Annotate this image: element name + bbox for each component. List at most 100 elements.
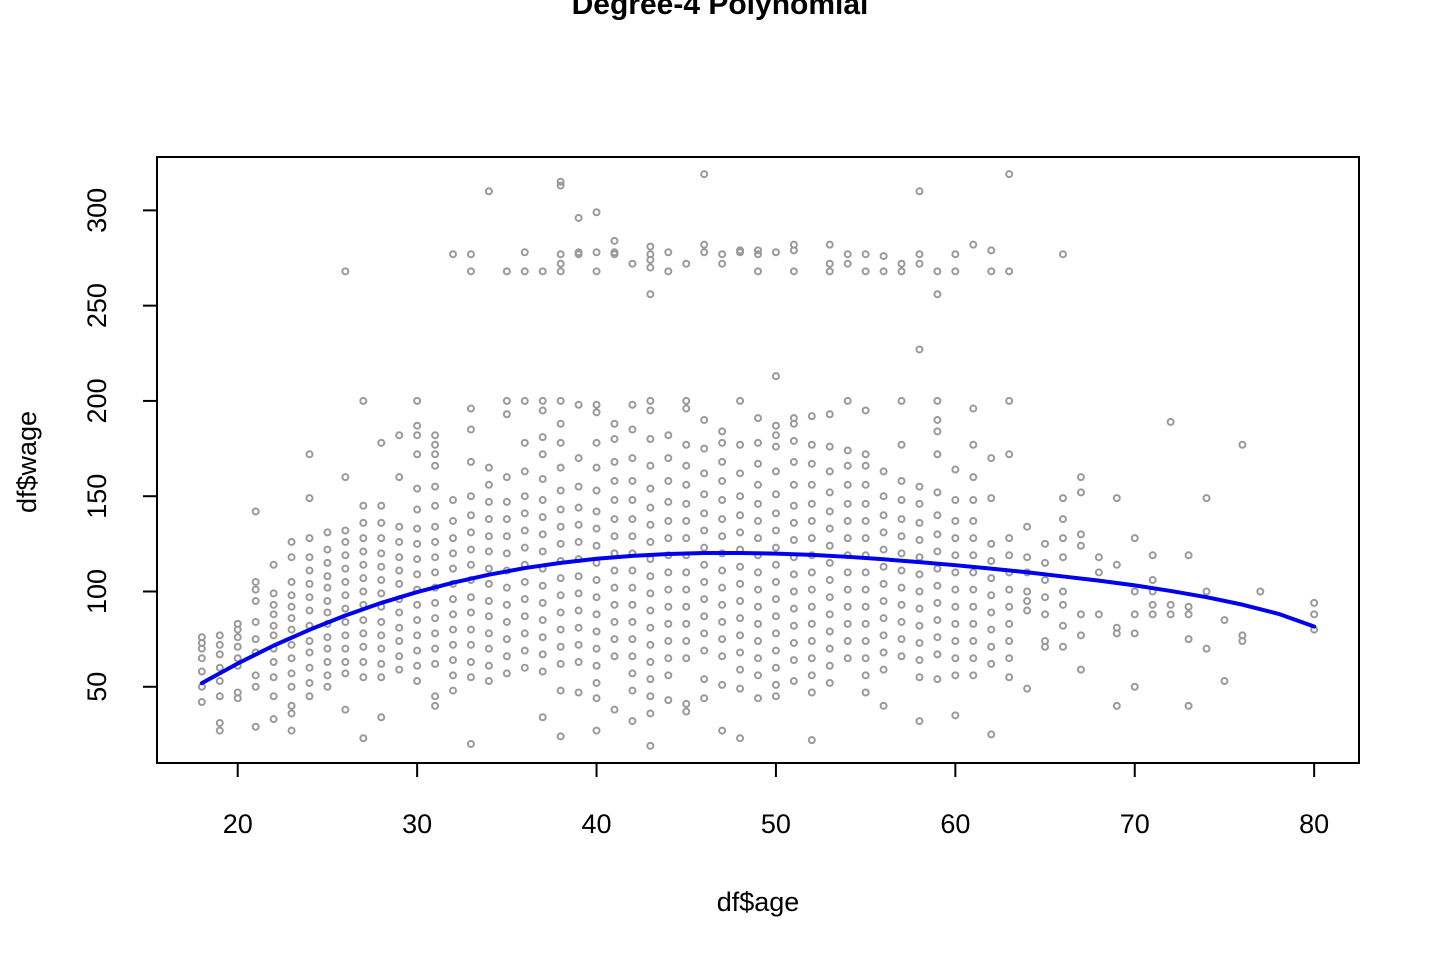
scatter-point <box>1005 637 1014 646</box>
scatter-point <box>682 534 691 543</box>
scatter-point <box>951 654 960 663</box>
scatter-point <box>969 654 978 663</box>
scatter-point <box>807 585 816 594</box>
scatter-point <box>771 421 780 430</box>
scatter-point <box>736 528 745 537</box>
scatter-point <box>323 545 332 554</box>
scatter-point <box>951 568 960 577</box>
scatter-point <box>413 450 422 459</box>
scatter-point <box>1005 170 1014 179</box>
scatter-point <box>915 482 924 491</box>
scatter-point <box>610 600 619 609</box>
scatter-point <box>825 442 834 451</box>
scatter-point <box>825 410 834 419</box>
scatter-point <box>431 537 440 546</box>
scatter-point <box>897 566 906 575</box>
scatter-point <box>718 566 727 575</box>
scatter-point <box>251 671 260 680</box>
scatter-point <box>359 534 368 543</box>
scatter-point <box>933 290 942 299</box>
scatter-point <box>646 572 655 581</box>
scatter-point <box>413 505 422 514</box>
scatter-point <box>377 562 386 571</box>
scatter-point <box>395 665 404 674</box>
scatter-point <box>1023 522 1032 531</box>
scatter-point <box>987 625 996 634</box>
scatter-point <box>484 579 493 588</box>
scatter-point <box>628 532 637 541</box>
scatter-point <box>377 617 386 626</box>
scatter-point <box>269 673 278 682</box>
scatter-point <box>538 650 547 659</box>
scatter-point <box>664 267 673 276</box>
scatter-point <box>449 516 458 525</box>
scatter-point <box>736 440 745 449</box>
scatter-point <box>251 507 260 516</box>
y-axis: 50 100 150 200 250 300 <box>82 188 158 702</box>
scatter-point <box>754 694 762 703</box>
scatter-point <box>861 637 870 646</box>
scatter-point <box>1256 587 1265 596</box>
scatter-point <box>502 497 511 506</box>
scatter-point <box>1023 684 1032 693</box>
scatter-point <box>897 476 906 485</box>
scatter-point <box>879 665 888 674</box>
scatter-point <box>520 663 529 672</box>
scatter-point <box>413 555 422 564</box>
y-axis-title: df$wage <box>12 411 42 513</box>
scatter-point <box>664 619 673 628</box>
scatter-point <box>431 450 440 459</box>
scatter-point <box>682 585 691 594</box>
scatter-point <box>951 516 960 525</box>
scatter-point <box>879 597 888 606</box>
scatter-point <box>538 547 547 556</box>
scatter-point <box>341 526 350 535</box>
scatter-point <box>628 476 637 485</box>
scatter-point <box>592 408 601 417</box>
scatter-point <box>718 476 727 485</box>
scatter-point <box>1041 576 1050 585</box>
scatter-point <box>718 617 727 626</box>
scatter-point <box>789 638 798 647</box>
scatter-point <box>305 606 314 615</box>
scatter-point <box>951 711 960 720</box>
scatter-point <box>933 415 942 424</box>
scatter-point <box>664 602 673 611</box>
scatter-point <box>754 250 762 259</box>
scatter-point <box>323 572 332 581</box>
scatter-point <box>1184 551 1193 560</box>
scatter-point <box>628 669 637 678</box>
scatter-point <box>287 640 296 649</box>
scatter-point <box>718 652 727 661</box>
scatter-point <box>718 583 727 592</box>
scatter-point <box>789 267 798 276</box>
scatter-point <box>951 551 960 560</box>
scatter-point <box>556 177 565 186</box>
scatter-point <box>1058 494 1067 503</box>
scatter-point <box>951 585 960 594</box>
scatter-point <box>915 621 924 630</box>
scatter-points <box>197 170 1319 750</box>
scatter-point <box>646 250 655 259</box>
scatter-point <box>395 637 404 646</box>
scatter-point <box>861 619 870 628</box>
scatter-point <box>1220 677 1229 686</box>
scatter-point <box>700 612 709 621</box>
scatter-point <box>718 680 727 689</box>
scatter-point <box>395 431 404 440</box>
scatter-point <box>987 494 996 503</box>
scatter-point <box>592 248 601 257</box>
scatter-point <box>197 633 206 642</box>
scatter-point <box>718 457 727 466</box>
scatter-point <box>987 574 996 583</box>
scatter-point <box>431 629 440 638</box>
scatter-point <box>754 499 762 508</box>
scatter-point <box>359 587 368 596</box>
scatter-point <box>1023 597 1032 606</box>
scatter-point <box>574 482 583 491</box>
scatter-point <box>1005 602 1014 611</box>
scatter-point <box>520 396 529 405</box>
scatter-point <box>754 246 762 255</box>
scatter-point <box>592 463 601 472</box>
